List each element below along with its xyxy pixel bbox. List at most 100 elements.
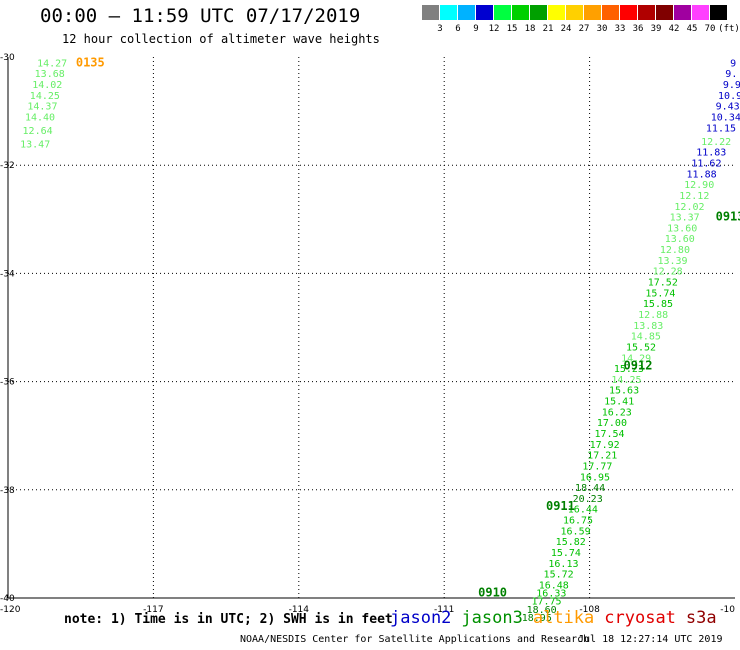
track-time-label: 0912 — [624, 358, 653, 372]
wave-height-value: 14.02 — [32, 80, 62, 91]
y-tick-label: -34 — [0, 269, 15, 279]
legend-label: 9 — [473, 24, 479, 34]
legend-label: 27 — [578, 24, 590, 34]
legend-swatch — [476, 5, 493, 20]
x-tick-label: -111 — [434, 605, 454, 615]
legend-label: 45 — [686, 24, 698, 34]
legend-label: 30 — [596, 24, 608, 34]
wave-height-value: 14.29 — [621, 353, 651, 364]
wave-height-value: 12.64 — [23, 126, 53, 137]
legend-label: 36 — [632, 24, 644, 34]
legend-label: 24 — [560, 24, 572, 34]
wave-height-value: 10.34 — [711, 113, 740, 124]
legend-swatch — [602, 5, 619, 20]
wave-height-value: 13.68 — [35, 69, 65, 80]
wave-height-value: 12.80 — [660, 245, 690, 256]
plot-axes — [7, 57, 735, 599]
legend-label: 70 — [704, 24, 716, 34]
wave-height-value: 14.25 — [30, 91, 60, 102]
chart-title: 00:00 — 11:59 UTC 07/17/2019 — [40, 5, 361, 27]
wave-height-value: 13.83 — [633, 321, 663, 332]
wave-height-value: 14.27 — [37, 58, 67, 69]
wave-height-value: 14.40 — [25, 113, 55, 124]
y-tick-label: -32 — [0, 161, 15, 171]
wave-height-value: 14.85 — [631, 332, 661, 343]
wave-height-value: 15.52 — [626, 342, 656, 353]
wave-height-value: 17.75 — [531, 597, 561, 608]
legend-label: 15 — [506, 24, 518, 34]
wave-height-value: 9 — [730, 58, 736, 69]
wave-height-value: 11.15 — [706, 123, 736, 134]
satellite-label-jason3: jason3 — [461, 608, 523, 628]
legend-swatch — [710, 5, 727, 20]
legend-swatch — [656, 5, 673, 20]
wave-height-value: 11.62 — [691, 158, 721, 169]
wave-height-value: 9.9 — [723, 80, 740, 91]
legend-swatch — [584, 5, 601, 20]
data-points: 14.2713.6814.0214.2514.3714.4012.6413.47… — [20, 58, 740, 624]
wave-height-value: 15.41 — [604, 397, 634, 408]
axis-ticks: -120 -117 -114 -111 -108 -10 -30 -32 -34 -36 -38 -4… — [0, 53, 735, 615]
y-tick-label: -38 — [0, 486, 15, 496]
wave-height-value: 12.12 — [679, 191, 709, 202]
wave-height-value: 15.63 — [609, 386, 639, 397]
wave-height-value: 20.23 — [573, 494, 603, 505]
grid-lines — [8, 57, 735, 598]
y-tick-label: -40 — [0, 594, 15, 604]
x-tick-label: -10 — [720, 605, 735, 615]
footer-note: note: 1) Time is in UTC; 2) SWH is in fe… — [64, 612, 393, 627]
legend-swatch — [674, 5, 691, 20]
wave-height-value: 17.52 — [648, 278, 678, 289]
wave-height-value: 18.44 — [575, 483, 605, 494]
track-time-label: 0910 — [478, 586, 507, 600]
wave-height-value: 12.90 — [684, 180, 714, 191]
x-tick-label: -117 — [143, 605, 163, 615]
wave-height-value: 15.74 — [645, 288, 675, 299]
legend-swatch — [458, 5, 475, 20]
wave-height-value: 17.54 — [594, 429, 624, 440]
wave-height-value: 13.60 — [667, 223, 697, 234]
legend-label: 18 — [524, 24, 536, 34]
track-labels: 0135 0913 0912 0911 0910 — [76, 55, 740, 599]
legend-swatch — [530, 5, 547, 20]
wave-height-value: 17.77 — [582, 461, 612, 472]
legend-label: 6 — [455, 24, 461, 34]
legend-swatch — [494, 5, 511, 20]
legend-label: 33 — [614, 24, 626, 34]
legend-swatch — [548, 5, 565, 20]
wave-height-value: 16.48 — [539, 580, 569, 591]
wave-height-value: 16.95 — [580, 472, 610, 483]
wave-height-value: 17.00 — [597, 418, 627, 429]
satellite-label-s3a: s3a — [685, 608, 717, 628]
wave-height-value: 14.37 — [27, 102, 57, 113]
wave-height-value: 18.95 — [522, 613, 552, 624]
legend-swatch — [638, 5, 655, 20]
wave-height-value: 15.23 — [614, 364, 644, 375]
wave-height-value: 12.88 — [638, 310, 668, 321]
legend-unit: (ft) — [718, 24, 740, 34]
wave-height-value: 16.33 — [536, 589, 566, 600]
wave-height-value: 18.60 — [527, 605, 557, 616]
x-tick-label: -114 — [289, 605, 310, 615]
legend-label: 12 — [488, 24, 500, 34]
track-time-label: 0913 — [716, 210, 740, 224]
wave-height-value: 13.60 — [665, 234, 695, 245]
wave-height-value: 15.82 — [556, 537, 586, 548]
wave-height-value: 9. — [725, 69, 737, 80]
satellite-legend: jason2 jason3 altika cryosat s3a — [390, 608, 727, 628]
wave-height-value: 16.44 — [568, 505, 598, 516]
wave-height-value: 15.72 — [544, 570, 574, 581]
legend-label: 42 — [668, 24, 680, 34]
wave-height-value: 12.02 — [674, 202, 704, 213]
wave-height-value: 12.28 — [653, 267, 683, 278]
legend-label: 39 — [650, 24, 662, 34]
track-time-label: 0135 — [76, 55, 105, 69]
wave-height-value: 11.88 — [687, 169, 717, 180]
wave-height-value: 17.21 — [587, 451, 617, 462]
wave-height-value: 14.25 — [611, 375, 641, 386]
legend-swatch — [692, 5, 709, 20]
y-tick-label: -30 — [0, 53, 15, 63]
legend-swatch — [422, 5, 439, 20]
y-tick-label: -36 — [0, 378, 15, 388]
